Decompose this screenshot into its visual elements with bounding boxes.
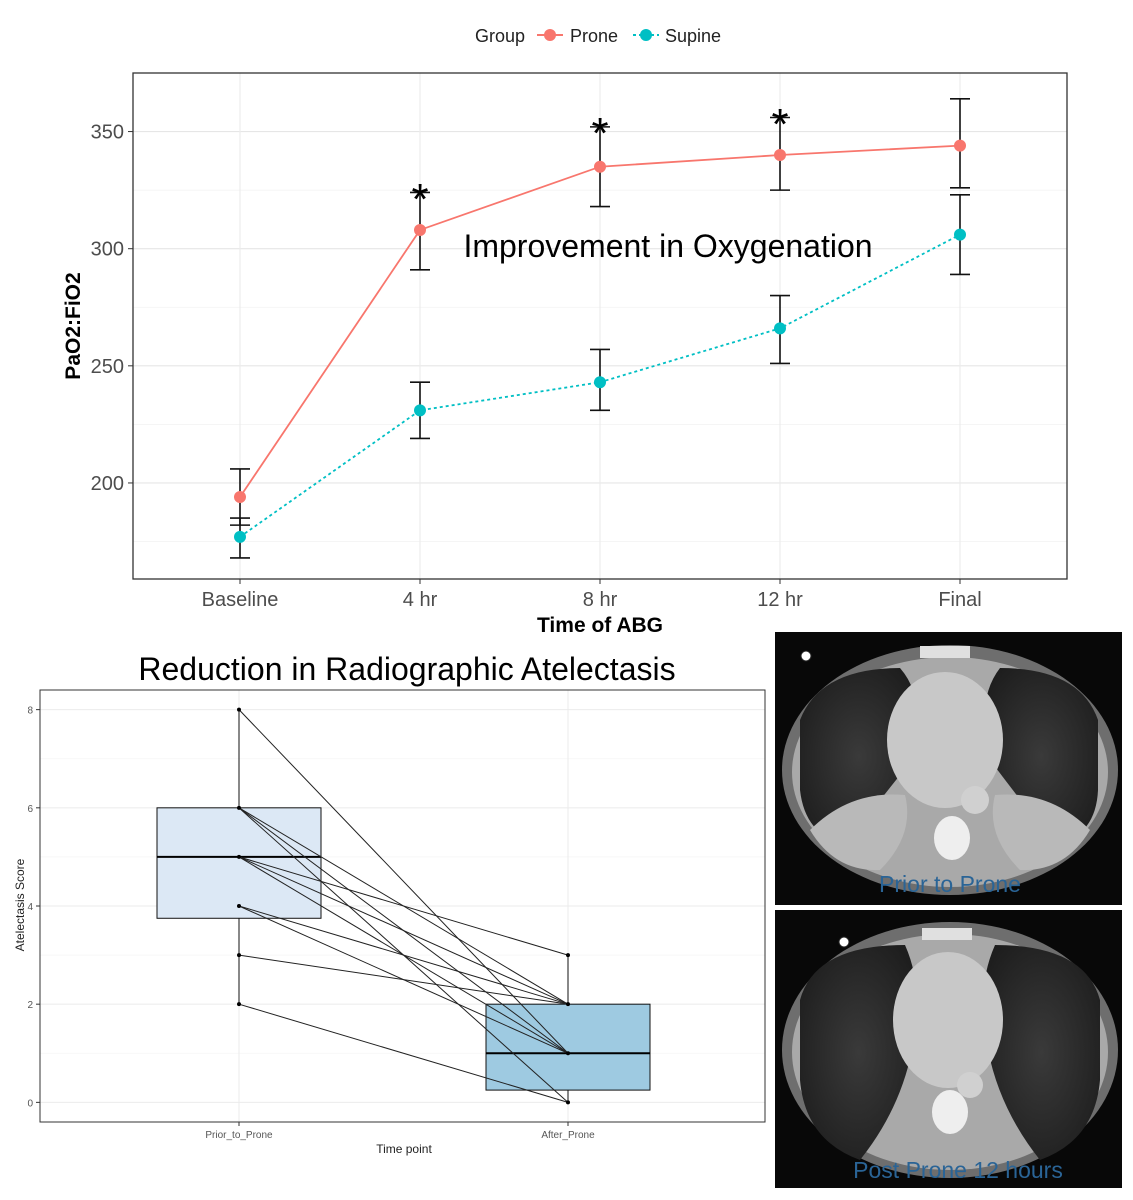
- legend: Group Prone Supine: [475, 26, 721, 46]
- ct-aorta: [961, 786, 989, 814]
- legend-supine-marker: [640, 29, 652, 41]
- ct-right-lung: [800, 945, 918, 1160]
- prone-point: [414, 223, 426, 236]
- series-layer: [230, 97, 970, 559]
- x-tick-label: 8 hr: [583, 589, 618, 611]
- x-tick-label: After_Prone: [541, 1130, 595, 1141]
- box-iqr: [156, 807, 322, 919]
- ct-image-post-prone: Post Prone 12 hours: [775, 910, 1122, 1188]
- supine-point: [954, 228, 966, 241]
- paired-point: [237, 707, 241, 712]
- y-axis-ticks: 200 250 300 350: [91, 122, 133, 495]
- paired-point: [566, 1051, 570, 1056]
- supine-point: [594, 376, 606, 389]
- supine-point: [774, 322, 786, 335]
- x-tick-label: 4 hr: [403, 589, 438, 611]
- paired-line: [238, 856, 569, 956]
- x-axis-ticks: Baseline 4 hr 8 hr 12 hr Final: [202, 579, 982, 611]
- box-x-axis-title: Time point: [376, 1142, 432, 1156]
- ct-atelectasis-left: [992, 794, 1090, 871]
- y-tick-label: 300: [91, 239, 124, 261]
- paired-point: [566, 953, 570, 958]
- supine-point: [234, 530, 246, 543]
- x-tick-label: Baseline: [202, 589, 279, 611]
- ct-spine: [932, 1090, 968, 1134]
- y-tick-label: 8: [27, 706, 33, 717]
- prone-point: [594, 160, 606, 173]
- box-iqr: [485, 1003, 651, 1091]
- y-tick-label: 0: [27, 1098, 33, 1109]
- y-axis-title: PaO2:FiO2: [62, 272, 85, 379]
- paired-line: [238, 954, 569, 1005]
- atelectasis-box-plot: Reduction in Radiographic Atelectasis 0 2…: [13, 651, 766, 1156]
- y-tick-label: 350: [91, 122, 124, 144]
- oxygenation-line-chart: Group Prone Supine 200 250 300 350 Baseline…: [62, 26, 1068, 637]
- ct-atelectasis-right: [810, 794, 908, 871]
- supine-point: [414, 404, 426, 417]
- prone-point: [954, 139, 966, 152]
- x-axis-title: Time of ABG: [537, 614, 663, 637]
- legend-supine-label: Supine: [665, 26, 721, 46]
- ct-left-lung: [982, 945, 1100, 1160]
- ct-right-lung: [800, 668, 918, 845]
- ct-aorta: [957, 1072, 983, 1098]
- ct-orientation-marker: [800, 650, 812, 662]
- ct-heart: [887, 672, 1003, 808]
- paired-point: [237, 1002, 241, 1007]
- box-x-axis-ticks: Prior_to_Prone After_Prone: [205, 1122, 595, 1141]
- paired-point: [237, 953, 241, 958]
- paired-line: [238, 1003, 569, 1103]
- legend-prone-marker: [544, 29, 556, 41]
- x-tick-label: Prior_to_Prone: [205, 1130, 273, 1141]
- paired-line: [238, 856, 569, 1005]
- chart-title: Improvement in Oxygenation: [463, 228, 872, 264]
- ct-image-prior-to-prone: Prior to Prone: [775, 632, 1122, 905]
- ct-sternum: [920, 646, 970, 658]
- x-tick-label: 12 hr: [757, 589, 803, 611]
- ct-heart: [893, 952, 1003, 1088]
- box-y-axis-title: Atelectasis Score: [13, 858, 27, 951]
- ct-sternum: [922, 928, 972, 940]
- ct-prior-label: Prior to Prone: [879, 871, 1021, 897]
- y-tick-label: 4: [27, 902, 33, 913]
- y-tick-label: 250: [91, 356, 124, 378]
- x-tick-label: Final: [938, 589, 981, 611]
- significance-star: *: [591, 109, 608, 158]
- paired-point: [237, 805, 241, 810]
- paired-point: [566, 1002, 570, 1007]
- legend-title: Group: [475, 26, 525, 46]
- significance-annotations: * * *: [411, 100, 788, 224]
- significance-star: *: [411, 175, 428, 224]
- significance-star: *: [771, 100, 788, 149]
- paired-line: [238, 905, 569, 1005]
- ct-orientation-marker: [838, 936, 850, 948]
- prone-point: [234, 491, 246, 504]
- ct-spine: [934, 816, 970, 860]
- paired-point: [237, 854, 241, 859]
- legend-prone-label: Prone: [570, 26, 618, 46]
- box-y-axis-ticks: 0 2 4 6 8: [27, 706, 40, 1109]
- paired-lines-layer: [237, 707, 570, 1105]
- y-tick-label: 2: [27, 1000, 33, 1011]
- paired-point: [566, 1100, 570, 1105]
- y-tick-label: 6: [27, 804, 33, 815]
- ct-left-lung: [984, 668, 1098, 845]
- prone-point: [774, 148, 786, 161]
- ct-post-label: Post Prone 12 hours: [853, 1157, 1063, 1183]
- box-chart-title: Reduction in Radiographic Atelectasis: [138, 651, 675, 687]
- paired-point: [237, 904, 241, 908]
- y-tick-label: 200: [91, 473, 124, 495]
